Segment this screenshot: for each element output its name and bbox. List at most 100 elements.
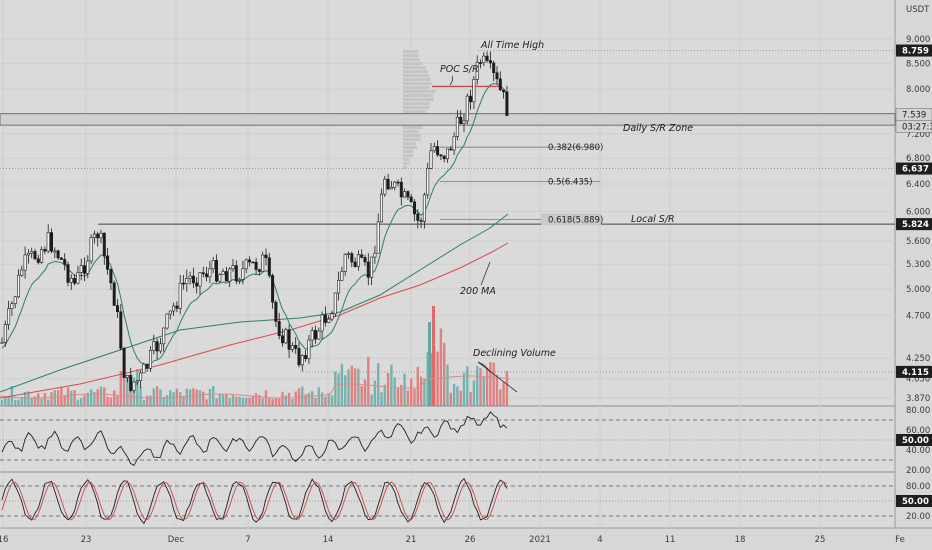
x-tick-label: 14 (323, 535, 334, 545)
volume-bar (436, 351, 439, 406)
rsi-badge: 50.00 (902, 436, 929, 446)
volume-bar (0, 399, 4, 406)
volume-profile-bar (403, 66, 426, 70)
candle-body (426, 167, 430, 196)
volume-profile-bar (403, 166, 407, 170)
candle-body (162, 327, 166, 345)
candle-body (40, 249, 44, 263)
candle-body (469, 95, 473, 103)
candle-body (218, 274, 222, 282)
volume-bar (499, 389, 502, 406)
candle-body (83, 265, 87, 274)
candle-body (168, 310, 172, 315)
price-badge: 03:27:33 (902, 122, 932, 132)
volume-bar (317, 387, 320, 406)
candle-body (495, 72, 499, 80)
volume-bar (126, 376, 129, 406)
candle-body (271, 275, 275, 303)
candle-body (208, 268, 212, 278)
volume-bar (502, 381, 505, 406)
candle-body (465, 95, 469, 122)
volume-bar (165, 395, 169, 406)
volume-bar (370, 394, 373, 406)
volume-bar (238, 396, 241, 406)
candle-body (505, 91, 509, 116)
candle-body (13, 296, 17, 304)
candle-body (307, 339, 311, 360)
volume-bar (330, 395, 334, 406)
candle-body (73, 277, 77, 284)
stoch-pane (0, 477, 895, 525)
volume-bar (93, 391, 96, 406)
candle-body (99, 232, 103, 239)
candle-body (294, 345, 298, 349)
volume-bar (182, 395, 185, 406)
volume-bar (377, 363, 380, 406)
candle-body (152, 341, 156, 351)
annotation-poc: POC S/R (440, 64, 479, 75)
candle-body (393, 181, 397, 188)
y-tick-label: 5.000 (906, 285, 930, 295)
candle-body (23, 254, 27, 271)
volume-bar-peak (428, 322, 431, 406)
x-tick-label: 25 (815, 535, 826, 545)
volume-bar (380, 392, 383, 406)
candle-body (343, 254, 347, 272)
candle-body (379, 193, 383, 223)
candle-body (432, 146, 436, 152)
candle-body (26, 252, 30, 256)
volume-bar (505, 370, 509, 406)
candle-body (231, 265, 235, 270)
volume-bar (363, 379, 367, 406)
candle-body (92, 233, 96, 238)
annotation-all-time-high: All Time High (480, 40, 544, 51)
volume-profile-bar (403, 106, 430, 110)
annotation-200ma: 200 MA (460, 286, 496, 297)
price-badge: 6.637 (902, 165, 929, 175)
stoch-tick-label: 80.00 (906, 482, 930, 492)
price-badge-bg (896, 365, 932, 378)
candle-body (267, 257, 271, 276)
candle-body (205, 273, 209, 278)
candle-body (389, 187, 393, 190)
volume-profile-bar (403, 138, 421, 142)
volume-bar (390, 364, 393, 406)
volume-bar (33, 396, 37, 406)
volume-bar (136, 369, 139, 406)
candle-body (241, 268, 245, 280)
volume-bar (7, 395, 10, 406)
candle-body (172, 305, 176, 312)
volume-bar (215, 398, 218, 406)
volume-bar (472, 380, 476, 406)
volume-bar (149, 395, 152, 406)
ma200-arrow (480, 261, 491, 286)
volume-bar (218, 393, 221, 406)
volume-bar (268, 397, 271, 406)
volume-bar (281, 391, 284, 406)
ma-fast-line (1, 83, 508, 367)
volume-bar (96, 389, 99, 406)
stoch-tick-label: 20.00 (906, 512, 930, 522)
candle-body (290, 345, 294, 350)
candle-body (211, 260, 215, 270)
candle-body (313, 330, 317, 340)
volume-bar (122, 377, 126, 406)
volume-bar (406, 390, 410, 406)
volume-bar (208, 388, 212, 406)
volume-bar (446, 364, 449, 406)
candle-body (412, 201, 416, 215)
y-tick-label: 9.000 (906, 35, 930, 45)
rsi-pane (0, 411, 895, 467)
candle-body (376, 221, 380, 254)
candle-body (125, 374, 129, 378)
candle-body (145, 363, 149, 369)
candle-body (383, 178, 387, 195)
x-tick-label: 11 (665, 535, 676, 545)
candle-body (297, 348, 301, 366)
currency-label: USDT (906, 5, 930, 15)
price-badge: 5.824 (902, 220, 929, 230)
candle-body (442, 155, 446, 160)
candle-body (459, 116, 463, 124)
volume-profile-bar (403, 78, 431, 82)
